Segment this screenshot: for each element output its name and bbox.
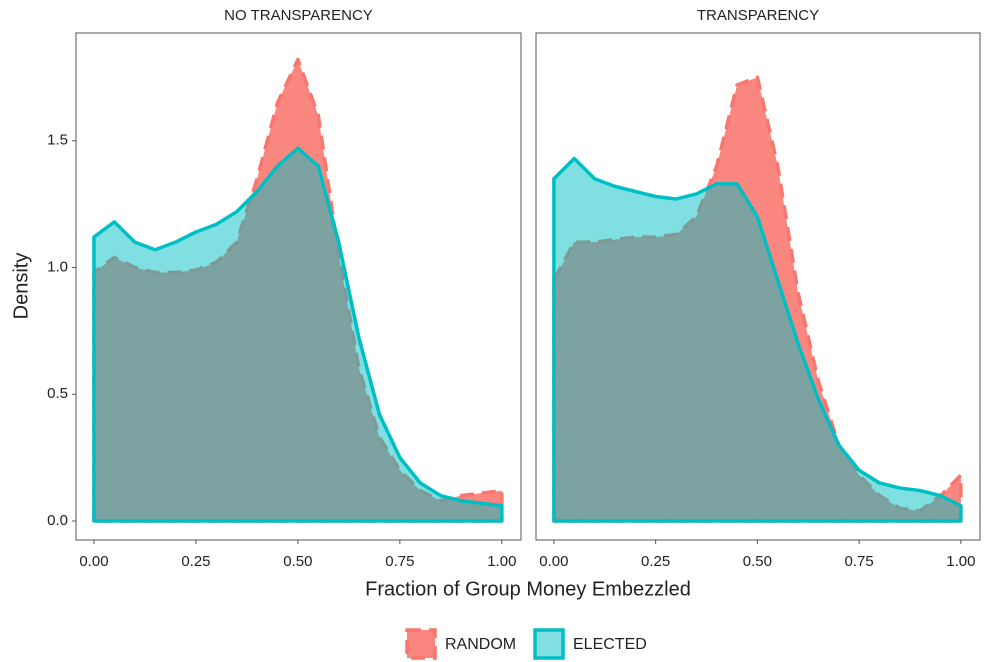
x-tick-label: 0.75	[845, 553, 874, 570]
x-tick-label: 0.50	[283, 553, 312, 570]
x-tick-label: 0.50	[743, 553, 772, 570]
x-tick-label: 0.25	[641, 553, 670, 570]
y-axis-title: Density	[10, 253, 32, 320]
x-tick-label: 0.25	[181, 553, 210, 570]
panel-title: NO TRANSPARENCY	[224, 7, 373, 24]
y-tick-label: 1.5	[47, 132, 68, 149]
panel-title: TRANSPARENCY	[697, 7, 819, 24]
x-tick-label: 1.00	[946, 553, 975, 570]
x-axis-title: Fraction of Group Money Embezzled	[365, 578, 691, 600]
x-tick-label: 0.00	[79, 553, 108, 570]
legend-label: ELECTED	[573, 636, 647, 653]
panel-frame	[75, 32, 522, 541]
y-tick-label: 0.0	[47, 512, 68, 529]
density-area	[552, 156, 963, 523]
x-tick-label: 0.00	[539, 553, 568, 570]
y-tick-label: 1.0	[47, 258, 68, 275]
x-tick-label: 1.00	[487, 553, 516, 570]
panel-frame	[535, 32, 981, 541]
legend-swatch	[405, 628, 437, 660]
x-tick-label: 0.75	[385, 553, 414, 570]
legend-label: RANDOM	[445, 636, 516, 653]
legend-swatch	[533, 628, 565, 660]
y-tick-label: 0.5	[47, 385, 68, 402]
density-area	[92, 146, 504, 523]
